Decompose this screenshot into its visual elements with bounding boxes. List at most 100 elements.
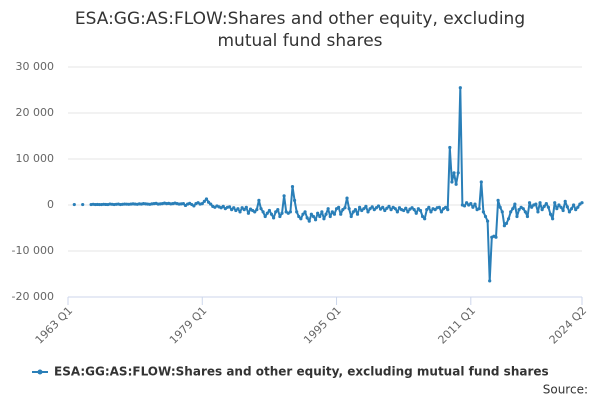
point <box>267 208 272 213</box>
point <box>272 216 276 220</box>
point <box>242 208 246 212</box>
point <box>383 208 387 213</box>
point <box>349 214 353 219</box>
point <box>376 204 381 208</box>
point <box>561 208 565 213</box>
point <box>253 210 257 214</box>
point <box>448 145 452 150</box>
point <box>439 210 444 214</box>
x-tick-label: 2011 Q1 <box>436 304 479 347</box>
point <box>406 210 410 214</box>
point <box>345 196 349 200</box>
series-line <box>91 86 583 282</box>
y-tick-label: 10 000 <box>16 152 55 165</box>
point <box>353 208 358 212</box>
point <box>389 208 393 212</box>
point <box>232 206 236 210</box>
point <box>309 212 313 216</box>
point <box>429 210 433 214</box>
point <box>404 206 408 210</box>
point <box>244 205 248 209</box>
y-tick-label: 0 <box>47 198 54 211</box>
point <box>299 217 303 221</box>
point <box>316 211 320 215</box>
point <box>397 206 402 210</box>
point <box>498 205 502 209</box>
point <box>572 203 576 207</box>
point <box>523 210 527 214</box>
point <box>257 198 261 202</box>
point <box>456 171 460 175</box>
point <box>416 207 420 211</box>
point <box>322 217 326 221</box>
point <box>536 210 540 214</box>
point <box>473 202 477 206</box>
point <box>360 208 364 213</box>
point <box>425 208 429 212</box>
point <box>551 217 555 221</box>
legend-marker <box>37 369 43 375</box>
point <box>504 221 509 225</box>
point <box>72 202 76 207</box>
point <box>206 200 211 204</box>
point <box>358 205 362 209</box>
point <box>261 210 265 214</box>
point <box>509 210 513 214</box>
y-tick-label: -10 000 <box>12 244 54 257</box>
point <box>324 212 328 216</box>
point <box>318 214 322 219</box>
y-tick-label: 20 000 <box>16 106 55 119</box>
point <box>517 208 521 212</box>
point <box>402 208 406 213</box>
point <box>278 214 282 219</box>
point <box>540 208 544 212</box>
point <box>433 208 437 212</box>
point <box>511 207 515 211</box>
point <box>485 219 490 223</box>
point <box>372 208 376 212</box>
point <box>326 207 330 211</box>
point <box>347 207 351 211</box>
point <box>255 208 259 212</box>
point <box>469 202 473 206</box>
x-tick-label: 1979 Q1 <box>167 304 210 347</box>
legend-item: ESA:GG:AS:FLOW:Shares and other equity, … <box>32 365 549 379</box>
point <box>576 205 580 209</box>
point <box>548 212 553 216</box>
point <box>227 205 232 209</box>
point <box>483 214 488 219</box>
point <box>236 207 240 211</box>
point <box>437 205 441 209</box>
point <box>297 214 301 219</box>
point <box>471 205 475 209</box>
point <box>246 211 251 215</box>
point <box>515 214 519 219</box>
point <box>546 205 551 209</box>
point <box>555 207 559 211</box>
point <box>423 217 427 221</box>
y-tick-label: -20 000 <box>12 290 54 303</box>
point <box>427 205 431 209</box>
point <box>313 218 318 222</box>
point <box>311 214 316 219</box>
point <box>450 180 454 184</box>
point <box>343 206 347 210</box>
point <box>544 202 548 206</box>
point <box>446 208 450 212</box>
point <box>479 180 483 184</box>
point <box>301 212 305 216</box>
point <box>513 202 517 206</box>
point <box>240 206 244 210</box>
point <box>221 204 225 208</box>
point <box>496 198 500 202</box>
point <box>381 205 385 209</box>
x-tick-label: 2024 Q2 <box>547 304 590 347</box>
point <box>412 208 416 212</box>
point <box>355 212 360 216</box>
point <box>337 205 341 209</box>
point <box>282 194 286 198</box>
point <box>454 182 458 186</box>
point <box>420 214 425 219</box>
point <box>525 214 530 219</box>
source: Source: <box>543 383 588 397</box>
